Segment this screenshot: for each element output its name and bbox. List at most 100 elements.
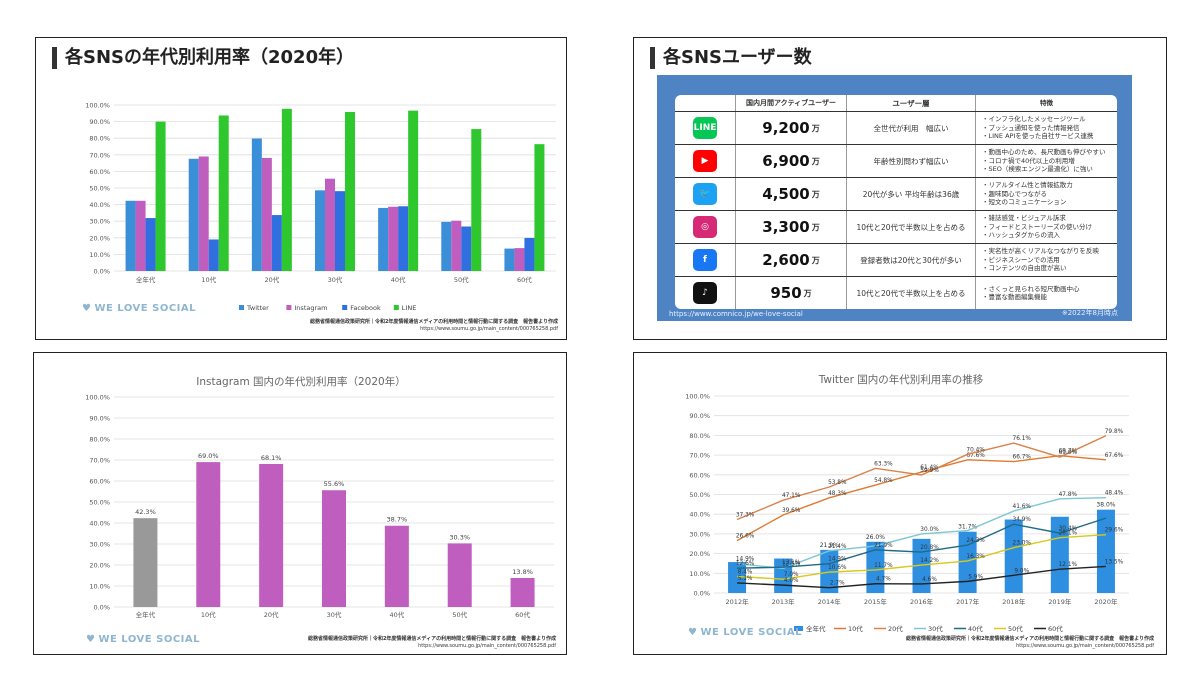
data-label: 14.9% <box>828 557 847 563</box>
line-20代 <box>736 435 1107 521</box>
legend-label: 40代 <box>968 624 983 633</box>
line-10代 <box>736 454 1107 542</box>
bar-facebook <box>271 215 282 271</box>
table-row: ♪ 950 万 10代と20代で半数以上を占める ・さくっと見られる短尺動画中心 ・豊富な… <box>675 277 1117 309</box>
feature-item: ・コンテンツの自由度が高い <box>982 264 1067 273</box>
bar-twitter <box>315 190 325 271</box>
source-note: 総務省情報通信政策研究所｜令和2年度情報通信メディアの利用時間と情報行動に関する… <box>734 636 1154 650</box>
x-tick-label: 20代 <box>264 275 279 284</box>
y-tick-label: 50.0% <box>89 185 110 193</box>
data-label: 5.1% <box>738 576 753 582</box>
data-label: 42.3% <box>135 508 156 516</box>
x-tick-label: 20代 <box>264 610 279 619</box>
data-label: 47.1% <box>782 493 801 499</box>
y-tick-label: 30.0% <box>89 218 110 226</box>
bar-all-ages <box>1004 519 1023 593</box>
data-label: 59.9% <box>920 468 939 474</box>
x-tick-label: 10代 <box>201 610 216 619</box>
feature-item: ・ビジネスシーンでの活用 <box>982 255 1060 264</box>
data-label: 11.7% <box>874 563 893 569</box>
user-segment: 登録者数は20代と30代が多い <box>846 244 975 276</box>
data-label: 38.0% <box>1096 502 1115 509</box>
data-label: 69.0% <box>198 452 219 460</box>
data-label: 4.6% <box>922 577 937 583</box>
y-tick-label: 10.0% <box>89 251 110 259</box>
features-list: ・実名性が高くリアルなつながりを反映 ・ビジネスシーンでの活用 ・コンテンツの自由度… <box>975 244 1117 276</box>
heart-icon: ♥ <box>82 303 92 314</box>
y-tick-label: 100.0% <box>685 393 710 401</box>
bar-line <box>281 108 292 272</box>
data-label: 39.6% <box>782 508 801 514</box>
heart-icon: ♥ <box>688 627 698 638</box>
panel-instagram-age-usage: Instagram 国内の年代別利用率（2020年） 0.0% 10.0% 20.0%… <box>33 352 567 655</box>
source-line-2: https://www.soumu.go.jp/main_content/000… <box>418 643 556 649</box>
user-segment: 全世代が利用 幅広い <box>846 112 975 144</box>
y-tick-label: 60.0% <box>89 478 110 486</box>
x-tick-label: 2014年 <box>818 597 842 606</box>
feature-item: ・雑誌感覚・ビジュアル訴求 <box>982 214 1066 223</box>
data-label: 30.4% <box>1059 526 1078 532</box>
legend-label: Twitter <box>246 304 269 312</box>
y-tick-label: 40.0% <box>89 520 110 528</box>
mau-unit: 万 <box>811 156 820 166</box>
data-label: 4.7% <box>876 577 891 583</box>
feature-item: ・豊富な動画編集機能 <box>982 293 1047 301</box>
x-tick-label: 30代 <box>328 275 343 284</box>
data-label: 13.5% <box>1105 559 1124 565</box>
data-label: 54.8% <box>874 478 893 484</box>
y-tick-label: 90.0% <box>89 415 110 423</box>
data-label: 61.4% <box>920 465 939 471</box>
data-label: 55.6% <box>324 480 345 488</box>
legend-swatch <box>342 305 348 310</box>
bar-line <box>408 110 419 271</box>
table-header-row: 国内月間アクティブユーザー ユーザー層 特徴 <box>675 95 1117 112</box>
source-note: 総務省情報通信政策研究所｜令和2年度情報通信メディアの利用時間と情報行動に関する… <box>136 636 556 650</box>
bar-line <box>345 111 355 271</box>
legend-swatch <box>286 305 292 310</box>
bar <box>322 490 346 607</box>
bar <box>384 525 409 607</box>
feature-item: ・コロナ禍で40代以上の利用増 <box>982 156 1075 165</box>
data-label: 31.7% <box>958 524 977 531</box>
bar-instagram <box>135 200 146 271</box>
data-label: 12.6% <box>736 561 755 567</box>
user-table: 国内月間アクティブユーザー ユーザー層 特徴 LINE 9,200 万全世代が利用 … <box>675 95 1117 309</box>
feature-item: ・フィードとストーリーズの使い分け <box>982 222 1093 231</box>
mau-unit: 万 <box>811 123 820 133</box>
x-tick-label: 40代 <box>389 610 404 619</box>
data-label: 69.0% <box>1059 450 1078 456</box>
bar-twitter <box>251 138 262 271</box>
header-user-segment: ユーザー層 <box>846 95 975 111</box>
line-40代 <box>737 517 1107 569</box>
twitter-icon: 🐦 <box>693 183 717 205</box>
bar <box>259 463 284 607</box>
bar-all-ages <box>728 562 747 593</box>
table-row: ◎ 3,300 万 10代と20代で半数以上を占める ・雑誌感覚・ビジュアル訴求 ・フィー… <box>675 211 1117 244</box>
bar-line <box>534 144 545 271</box>
feature-item: ・実名性が高くリアルなつながりを反映 <box>982 247 1099 256</box>
data-label: 38.7% <box>387 516 408 524</box>
legend-swatch <box>239 305 244 310</box>
data-label: 53.8% <box>828 480 847 486</box>
mau-unit: 万 <box>811 222 820 232</box>
line-icon: LINE <box>693 117 717 139</box>
x-tick-label: 2016年 <box>910 597 934 606</box>
data-label: 21.9% <box>874 543 893 549</box>
mau-value: 6,900 <box>762 152 810 170</box>
legend-label: 30代 <box>928 624 943 633</box>
y-tick-label: 80.0% <box>89 436 110 444</box>
x-tick-label: 50代 <box>454 275 469 284</box>
legend-label: Facebook <box>350 304 381 312</box>
chart-title: Twitter 国内の年代別利用率の推移 <box>818 373 984 386</box>
legend-label: 60代 <box>1048 624 1063 633</box>
bar-twitter <box>188 158 199 271</box>
twitter-combo-chart: Twitter 国内の年代別利用率の推移 0.0% 10.0% 20.0% 30.0% 4… <box>685 373 1129 633</box>
y-tick-label: 0.0% <box>693 590 710 598</box>
data-label: 16.3% <box>966 554 985 560</box>
legend-label: Instagram <box>294 304 327 312</box>
x-tick-label: 2018年 <box>1002 597 1026 606</box>
panel-title: 各SNSユーザー数 <box>650 47 812 69</box>
bar-instagram <box>451 220 462 271</box>
y-tick-label: 30.0% <box>689 530 710 538</box>
feature-item: ・動画中心のため、長尺動画も伸びやすい <box>982 148 1106 157</box>
